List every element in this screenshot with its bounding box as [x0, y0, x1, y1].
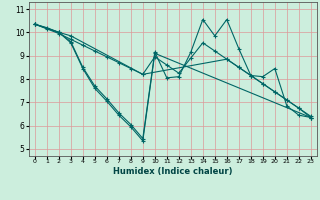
X-axis label: Humidex (Indice chaleur): Humidex (Indice chaleur)	[113, 167, 233, 176]
